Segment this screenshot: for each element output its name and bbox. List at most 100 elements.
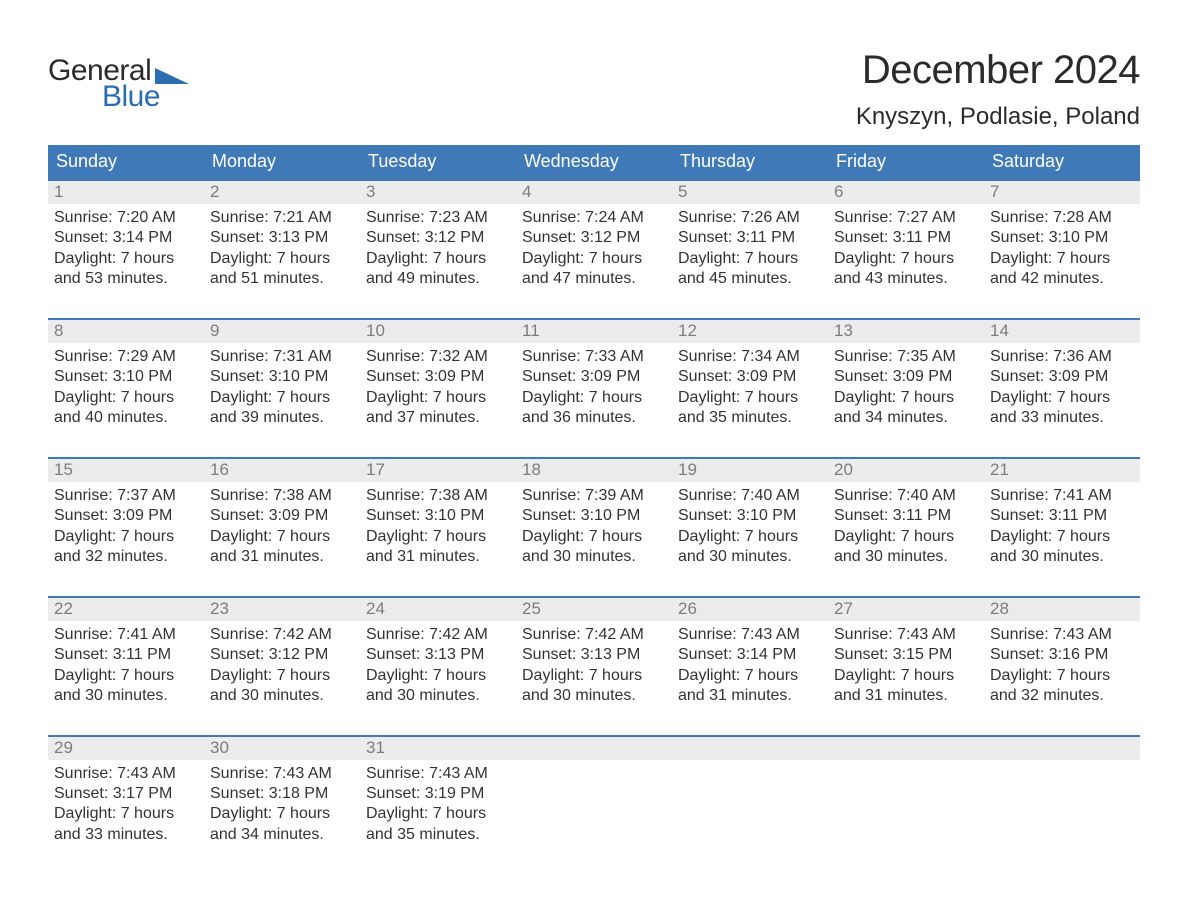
- sunrise-text: Sunrise: 7:43 AM: [678, 625, 822, 645]
- daylight-line1: Daylight: 7 hours: [678, 388, 822, 408]
- day-number: 1: [48, 181, 204, 204]
- day-cell: 17Sunrise: 7:38 AMSunset: 3:10 PMDayligh…: [360, 459, 516, 568]
- week-row: 1Sunrise: 7:20 AMSunset: 3:14 PMDaylight…: [48, 179, 1140, 290]
- sunrise-text: Sunrise: 7:32 AM: [366, 347, 510, 367]
- day-number: 29: [48, 737, 204, 760]
- day-number-empty: [672, 737, 828, 760]
- daylight-line2: and 36 minutes.: [522, 408, 666, 428]
- day-body: Sunrise: 7:36 AMSunset: 3:09 PMDaylight:…: [984, 343, 1140, 429]
- weekday-header: Tuesday: [360, 145, 516, 179]
- sunset-text: Sunset: 3:09 PM: [522, 367, 666, 387]
- daylight-line1: Daylight: 7 hours: [54, 666, 198, 686]
- day-number: 22: [48, 598, 204, 621]
- sunrise-text: Sunrise: 7:41 AM: [54, 625, 198, 645]
- daylight-line1: Daylight: 7 hours: [210, 666, 354, 686]
- week-row: 8Sunrise: 7:29 AMSunset: 3:10 PMDaylight…: [48, 318, 1140, 429]
- sunrise-text: Sunrise: 7:43 AM: [834, 625, 978, 645]
- sunrise-text: Sunrise: 7:24 AM: [522, 208, 666, 228]
- weekday-header: Wednesday: [516, 145, 672, 179]
- day-number: 15: [48, 459, 204, 482]
- day-cell: 28Sunrise: 7:43 AMSunset: 3:16 PMDayligh…: [984, 598, 1140, 707]
- day-number-empty: [828, 737, 984, 760]
- day-number: 16: [204, 459, 360, 482]
- day-body: Sunrise: 7:43 AMSunset: 3:16 PMDaylight:…: [984, 621, 1140, 707]
- location-text: Knyszyn, Podlasie, Poland: [856, 103, 1140, 131]
- daylight-line1: Daylight: 7 hours: [522, 388, 666, 408]
- sunset-text: Sunset: 3:11 PM: [54, 645, 198, 665]
- day-cell: [828, 737, 984, 846]
- day-body: Sunrise: 7:39 AMSunset: 3:10 PMDaylight:…: [516, 482, 672, 568]
- day-cell: 29Sunrise: 7:43 AMSunset: 3:17 PMDayligh…: [48, 737, 204, 846]
- day-number: 20: [828, 459, 984, 482]
- daylight-line2: and 32 minutes.: [54, 547, 198, 567]
- day-body: Sunrise: 7:43 AMSunset: 3:19 PMDaylight:…: [360, 760, 516, 846]
- sunset-text: Sunset: 3:11 PM: [678, 228, 822, 248]
- sunset-text: Sunset: 3:11 PM: [990, 506, 1134, 526]
- day-cell: 18Sunrise: 7:39 AMSunset: 3:10 PMDayligh…: [516, 459, 672, 568]
- day-body: Sunrise: 7:24 AMSunset: 3:12 PMDaylight:…: [516, 204, 672, 290]
- day-number: 19: [672, 459, 828, 482]
- day-body: Sunrise: 7:32 AMSunset: 3:09 PMDaylight:…: [360, 343, 516, 429]
- day-body: Sunrise: 7:20 AMSunset: 3:14 PMDaylight:…: [48, 204, 204, 290]
- day-body: Sunrise: 7:28 AMSunset: 3:10 PMDaylight:…: [984, 204, 1140, 290]
- daylight-line2: and 33 minutes.: [54, 825, 198, 845]
- day-cell: 8Sunrise: 7:29 AMSunset: 3:10 PMDaylight…: [48, 320, 204, 429]
- sunrise-text: Sunrise: 7:26 AM: [678, 208, 822, 228]
- day-number: 11: [516, 320, 672, 343]
- daylight-line2: and 30 minutes.: [990, 547, 1134, 567]
- day-number: 21: [984, 459, 1140, 482]
- sunset-text: Sunset: 3:16 PM: [990, 645, 1134, 665]
- day-cell: 12Sunrise: 7:34 AMSunset: 3:09 PMDayligh…: [672, 320, 828, 429]
- day-number: 6: [828, 181, 984, 204]
- week-row: 22Sunrise: 7:41 AMSunset: 3:11 PMDayligh…: [48, 596, 1140, 707]
- daylight-line2: and 34 minutes.: [834, 408, 978, 428]
- day-body: Sunrise: 7:33 AMSunset: 3:09 PMDaylight:…: [516, 343, 672, 429]
- daylight-line2: and 32 minutes.: [990, 686, 1134, 706]
- sunrise-text: Sunrise: 7:42 AM: [522, 625, 666, 645]
- sunrise-text: Sunrise: 7:28 AM: [990, 208, 1134, 228]
- day-cell: 16Sunrise: 7:38 AMSunset: 3:09 PMDayligh…: [204, 459, 360, 568]
- sunrise-text: Sunrise: 7:43 AM: [54, 764, 198, 784]
- day-cell: 14Sunrise: 7:36 AMSunset: 3:09 PMDayligh…: [984, 320, 1140, 429]
- daylight-line1: Daylight: 7 hours: [54, 249, 198, 269]
- day-cell: [672, 737, 828, 846]
- day-number: 24: [360, 598, 516, 621]
- sunset-text: Sunset: 3:14 PM: [54, 228, 198, 248]
- day-body: Sunrise: 7:29 AMSunset: 3:10 PMDaylight:…: [48, 343, 204, 429]
- day-cell: 15Sunrise: 7:37 AMSunset: 3:09 PMDayligh…: [48, 459, 204, 568]
- day-number: 13: [828, 320, 984, 343]
- sunrise-text: Sunrise: 7:38 AM: [210, 486, 354, 506]
- day-number: 2: [204, 181, 360, 204]
- weekday-header: Saturday: [984, 145, 1140, 179]
- daylight-line2: and 31 minutes.: [210, 547, 354, 567]
- daylight-line1: Daylight: 7 hours: [522, 666, 666, 686]
- sunrise-text: Sunrise: 7:34 AM: [678, 347, 822, 367]
- day-cell: 26Sunrise: 7:43 AMSunset: 3:14 PMDayligh…: [672, 598, 828, 707]
- daylight-line2: and 30 minutes.: [366, 686, 510, 706]
- day-number: 5: [672, 181, 828, 204]
- day-cell: 11Sunrise: 7:33 AMSunset: 3:09 PMDayligh…: [516, 320, 672, 429]
- day-body: Sunrise: 7:34 AMSunset: 3:09 PMDaylight:…: [672, 343, 828, 429]
- sunrise-text: Sunrise: 7:23 AM: [366, 208, 510, 228]
- day-body: Sunrise: 7:42 AMSunset: 3:12 PMDaylight:…: [204, 621, 360, 707]
- daylight-line1: Daylight: 7 hours: [834, 527, 978, 547]
- daylight-line2: and 35 minutes.: [678, 408, 822, 428]
- sunrise-text: Sunrise: 7:21 AM: [210, 208, 354, 228]
- daylight-line2: and 33 minutes.: [990, 408, 1134, 428]
- daylight-line2: and 30 minutes.: [210, 686, 354, 706]
- day-body: Sunrise: 7:43 AMSunset: 3:14 PMDaylight:…: [672, 621, 828, 707]
- day-cell: [516, 737, 672, 846]
- day-body: Sunrise: 7:40 AMSunset: 3:11 PMDaylight:…: [828, 482, 984, 568]
- page-header: General Blue December 2024 Knyszyn, Podl…: [48, 48, 1140, 131]
- day-number-empty: [984, 737, 1140, 760]
- daylight-line1: Daylight: 7 hours: [522, 249, 666, 269]
- sunrise-text: Sunrise: 7:36 AM: [990, 347, 1134, 367]
- daylight-line2: and 30 minutes.: [678, 547, 822, 567]
- daylight-line1: Daylight: 7 hours: [678, 249, 822, 269]
- daylight-line1: Daylight: 7 hours: [990, 388, 1134, 408]
- sunset-text: Sunset: 3:09 PM: [990, 367, 1134, 387]
- day-body: Sunrise: 7:43 AMSunset: 3:15 PMDaylight:…: [828, 621, 984, 707]
- logo-flag-icon: [155, 62, 189, 84]
- sunset-text: Sunset: 3:13 PM: [210, 228, 354, 248]
- weekday-header: Monday: [204, 145, 360, 179]
